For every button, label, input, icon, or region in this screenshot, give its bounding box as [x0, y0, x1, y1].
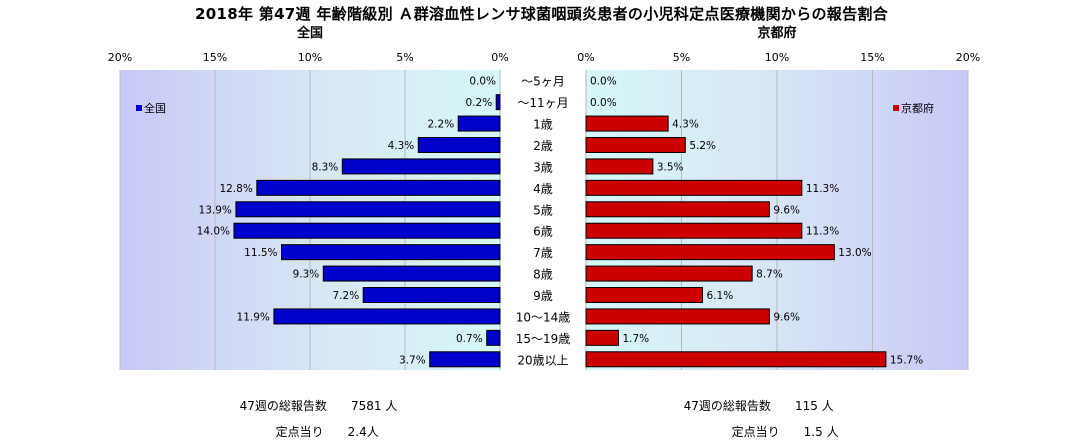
population-pyramid-chart: 0.0% 0.0% 0.2% 0.0% 2.2% 4.3% 4.3% 5.2% 8.3% 3.5%… [108, 25, 980, 370]
footer-national-total: 47週の総報告数 7581 人 [232, 383, 398, 414]
data-label-kyoto: 0.0% [590, 76, 617, 88]
data-label-national: 12.8% [219, 183, 252, 195]
bar-national [235, 201, 501, 218]
legend-national-swatch [136, 105, 142, 111]
bar-national [429, 351, 501, 368]
data-label-kyoto: 11.3% [806, 226, 839, 238]
bar-national [256, 179, 501, 196]
data-label-kyoto: 0.0% [590, 97, 617, 109]
data-label-national: 11.9% [237, 311, 270, 323]
bar-national [486, 329, 501, 346]
x-tick-label-right: 5% [673, 51, 690, 64]
bar-national [417, 137, 501, 153]
legend-national-label: 全国 [144, 101, 166, 115]
category-label: 1歳 [533, 118, 553, 132]
data-label-kyoto: 1.7% [622, 333, 649, 345]
chart-title: 2018年 第47週 年齢階級別 Ａ群溶血性レンサ球菌咽頭炎患者の小児科定点医療… [195, 5, 888, 23]
category-label: 3歳 [533, 160, 553, 174]
bar-kyoto [585, 158, 654, 175]
legend-national: 全国 [136, 101, 166, 115]
x-tick-label-left: 10% [298, 51, 322, 64]
footer-national-per-value: 2.4人 [347, 425, 379, 439]
category-label: 7歳 [533, 246, 553, 260]
footer-kyoto-per: 定点当り 1.5 人 [724, 409, 839, 440]
left-panel-heading: 全国 [296, 25, 323, 41]
bar-national [233, 222, 501, 239]
footer-kyoto-total-value: 115 人 [794, 399, 834, 413]
data-label-kyoto: 4.3% [672, 119, 699, 131]
bar-kyoto [585, 137, 686, 153]
data-label-national: 7.2% [333, 290, 360, 302]
bar-national [341, 158, 501, 175]
data-label-national: 8.3% [312, 161, 339, 173]
bar-kyoto [585, 287, 704, 303]
bar-kyoto [585, 244, 835, 261]
data-label-kyoto: 5.2% [689, 140, 716, 152]
x-tick-label-right: 15% [860, 51, 884, 64]
footer-kyoto-per-label: 定点当り [731, 425, 780, 439]
footer-national-per: 定点当り 2.4人 [268, 409, 379, 440]
data-label-kyoto: 11.3% [806, 183, 839, 195]
category-label: ～11ヶ月 [517, 96, 568, 110]
bar-national [273, 308, 501, 325]
bar-national [281, 244, 501, 261]
data-label-kyoto: 15.7% [890, 354, 923, 366]
footer-kyoto-total-label: 47週の総報告数 [683, 399, 771, 413]
x-tick-label-right: 10% [765, 51, 789, 64]
data-label-national: 14.0% [197, 226, 230, 238]
category-label: 15～19歳 [516, 332, 571, 346]
x-tick-label-left: 5% [396, 51, 413, 64]
data-label-kyoto: 9.6% [773, 204, 800, 216]
footer-kyoto-per-value: 1.5 人 [803, 425, 839, 439]
bar-kyoto [585, 351, 887, 368]
data-label-national: 11.5% [244, 247, 277, 259]
bar-kyoto [585, 329, 619, 346]
bar-national [495, 94, 501, 111]
bar-kyoto [585, 222, 803, 239]
category-label: 9歳 [533, 289, 553, 303]
data-label-national: 13.9% [199, 204, 232, 216]
data-label-national: 9.3% [293, 269, 320, 281]
category-label: 6歳 [533, 225, 553, 239]
x-tick-label-right: 0% [577, 51, 594, 64]
data-label-national: 2.2% [428, 119, 455, 131]
x-tick-label-left: 20% [108, 51, 132, 64]
data-label-kyoto: 13.0% [838, 247, 871, 259]
bar-kyoto [585, 179, 803, 196]
data-label-kyoto: 6.1% [707, 290, 734, 302]
data-label-national: 3.7% [399, 354, 426, 366]
data-label-kyoto: 9.6% [773, 311, 800, 323]
bar-kyoto [585, 308, 770, 325]
x-tick-label-left: 0% [491, 51, 508, 64]
bar-national [457, 115, 501, 132]
footer-national-per-label: 定点当り [275, 425, 324, 439]
category-label: 10～14歳 [516, 310, 571, 324]
category-label: 2歳 [533, 139, 553, 153]
bar-kyoto [585, 115, 669, 132]
legend-kyoto-swatch [893, 105, 899, 111]
category-label: 8歳 [533, 268, 553, 282]
x-tick-label-right: 20% [956, 51, 980, 64]
data-label-national: 4.3% [388, 140, 415, 152]
x-tick-label-left: 15% [203, 51, 227, 64]
bar-national [322, 265, 501, 282]
bar-national [362, 287, 501, 303]
category-label: 4歳 [533, 182, 553, 196]
data-label-kyoto: 3.5% [657, 161, 684, 173]
data-label-national: 0.7% [456, 333, 483, 345]
footer-kyoto-total: 47週の総報告数 115 人 [676, 383, 834, 414]
category-label: ～5ヶ月 [521, 75, 565, 89]
legend-kyoto: 京都府 [893, 101, 934, 115]
bar-kyoto [585, 201, 770, 218]
data-label-national: 0.0% [469, 76, 496, 88]
data-label-national: 0.2% [466, 97, 493, 109]
legend-kyoto-label: 京都府 [901, 101, 934, 115]
footer-national-total-value: 7581 人 [350, 399, 398, 413]
footer-national-total-label: 47週の総報告数 [239, 399, 327, 413]
category-label: 20歳以上 [517, 353, 568, 367]
bar-kyoto [585, 265, 753, 282]
right-panel-heading: 京都府 [757, 25, 796, 41]
category-label: 5歳 [533, 203, 553, 217]
data-label-kyoto: 8.7% [756, 269, 783, 281]
